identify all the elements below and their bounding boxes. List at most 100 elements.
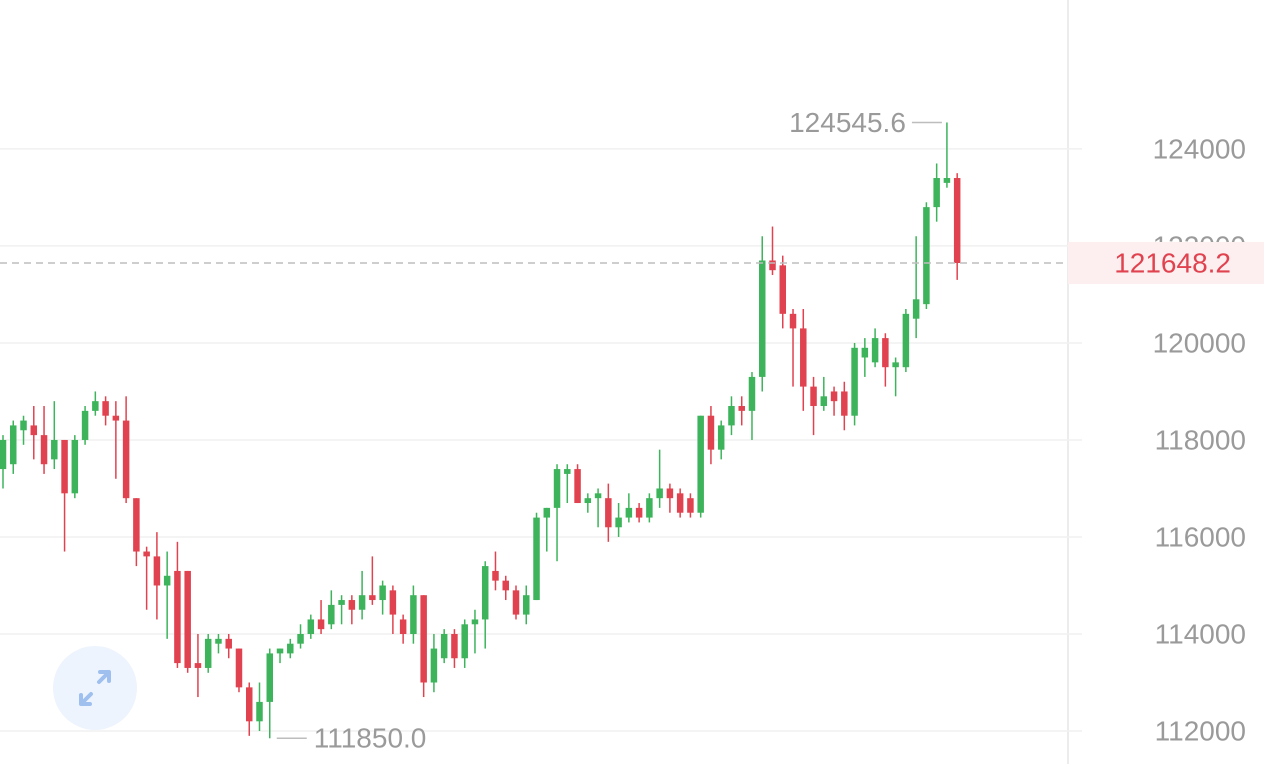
candle-body bbox=[297, 633, 304, 644]
candle-body bbox=[882, 338, 889, 368]
candle-body bbox=[30, 425, 38, 436]
candle-body bbox=[174, 570, 181, 664]
candle-body bbox=[10, 425, 17, 465]
candle-body bbox=[687, 498, 694, 513]
candle-body bbox=[625, 507, 633, 518]
candle-body bbox=[933, 178, 940, 208]
candle-body bbox=[204, 638, 212, 668]
candle-body bbox=[533, 517, 540, 601]
candle-body bbox=[440, 633, 448, 659]
candle-body bbox=[748, 376, 756, 411]
candle-body bbox=[163, 575, 171, 586]
candle-body bbox=[502, 580, 509, 591]
last-price-box bbox=[1068, 242, 1264, 285]
candle-body bbox=[512, 590, 520, 615]
candle-body bbox=[574, 469, 581, 504]
candle-body bbox=[943, 178, 951, 183]
candle-body bbox=[256, 701, 263, 722]
candle-body bbox=[266, 653, 274, 702]
y-tick-label: 114000 bbox=[1155, 618, 1246, 649]
candle-body bbox=[81, 410, 89, 440]
expand-button[interactable] bbox=[53, 646, 137, 730]
candle-body bbox=[492, 570, 499, 581]
candle-body bbox=[461, 624, 468, 659]
y-tick-label: 118000 bbox=[1155, 424, 1246, 455]
candle-body bbox=[717, 425, 725, 450]
candle-body bbox=[184, 570, 191, 668]
candle-body bbox=[523, 595, 530, 615]
candle-body bbox=[235, 648, 243, 688]
y-tick-label: 112000 bbox=[1155, 715, 1246, 746]
candle-body bbox=[379, 585, 386, 601]
candle-body bbox=[584, 498, 592, 504]
candle-body bbox=[902, 313, 910, 368]
candle-body bbox=[389, 590, 397, 615]
candle-body bbox=[287, 643, 294, 654]
candle-body bbox=[820, 396, 828, 407]
candle-body bbox=[0, 439, 7, 470]
y-tick-label: 120000 bbox=[1153, 327, 1246, 358]
candle-body bbox=[420, 595, 427, 683]
candle-body bbox=[656, 488, 663, 499]
y-tick-label: 116000 bbox=[1155, 521, 1246, 552]
candle-body bbox=[40, 435, 48, 465]
candle-body bbox=[728, 406, 735, 426]
candle-body bbox=[194, 663, 202, 668]
y-tick-label: 124000 bbox=[1153, 133, 1246, 164]
candle-body bbox=[245, 687, 253, 722]
candle-body bbox=[61, 439, 68, 494]
candle-body bbox=[317, 619, 325, 630]
candle-body bbox=[912, 299, 920, 319]
candle-body bbox=[953, 178, 961, 264]
candle-body bbox=[830, 391, 838, 402]
candle-body bbox=[635, 507, 643, 518]
candle-body bbox=[871, 338, 879, 363]
candle-body bbox=[307, 619, 315, 634]
candle-body bbox=[369, 595, 376, 601]
candle-body bbox=[800, 328, 807, 387]
candle-body bbox=[276, 648, 284, 654]
candle-body bbox=[20, 420, 27, 431]
candle-body bbox=[122, 420, 130, 499]
candle-body bbox=[112, 415, 120, 421]
candle-body bbox=[758, 260, 766, 377]
candle-body bbox=[707, 415, 715, 450]
candle-body bbox=[153, 556, 161, 586]
candle-body bbox=[481, 566, 489, 620]
candle-body bbox=[225, 638, 232, 649]
candle-body bbox=[594, 493, 602, 499]
candle-body bbox=[51, 439, 58, 460]
candle-body bbox=[697, 415, 704, 513]
candle-body bbox=[810, 386, 817, 407]
expand-icon[interactable] bbox=[79, 670, 111, 706]
candle-body bbox=[71, 439, 79, 494]
candle-body bbox=[348, 600, 356, 610]
candle-body bbox=[779, 265, 787, 314]
candle-body bbox=[410, 595, 417, 634]
candle-body bbox=[553, 469, 561, 508]
candle-body bbox=[769, 260, 776, 271]
candle-body bbox=[923, 207, 930, 305]
candle-body bbox=[738, 406, 745, 411]
candle-body bbox=[892, 362, 899, 368]
candle-body bbox=[676, 493, 684, 513]
candle-body bbox=[143, 551, 150, 557]
candle-body bbox=[615, 517, 622, 528]
candle-body bbox=[666, 488, 674, 499]
candle-body bbox=[451, 633, 458, 659]
candle-body bbox=[399, 619, 407, 634]
candle-body bbox=[358, 595, 366, 610]
candle-body bbox=[102, 401, 109, 416]
min-label: 111850.0 bbox=[314, 723, 427, 754]
candle-body bbox=[646, 498, 653, 518]
candle-body bbox=[841, 391, 848, 416]
candle-body bbox=[215, 638, 222, 644]
candle-body bbox=[133, 498, 140, 552]
last-price-label: 121648.2 bbox=[1114, 247, 1231, 278]
candle-body bbox=[564, 469, 571, 474]
candle-body bbox=[851, 347, 858, 416]
candle-body bbox=[471, 619, 479, 625]
expand-circle[interactable] bbox=[53, 646, 137, 730]
candle-body bbox=[543, 507, 551, 518]
